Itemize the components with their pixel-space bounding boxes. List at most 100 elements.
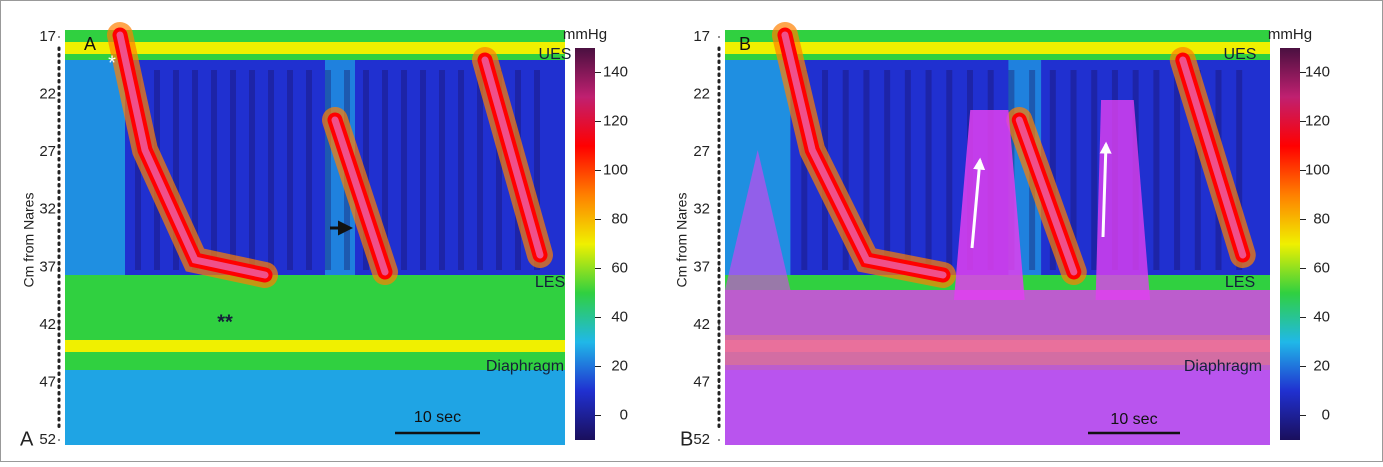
overlay [725, 290, 1270, 445]
heatmap [725, 22, 1270, 445]
heat-band [65, 275, 565, 350]
colorbar-tick-label: 20 [1313, 357, 1330, 374]
y-tick-label: 37 [39, 258, 56, 275]
y-tick-label: 47 [39, 373, 56, 390]
heat-stripe [268, 70, 274, 270]
heat-stripe [496, 70, 502, 270]
y-tick-label: 17 [39, 28, 56, 45]
heat-stripe [1070, 70, 1077, 270]
annotation: UES [539, 46, 572, 63]
colorbar-tick-label: 100 [603, 161, 628, 178]
y-tick-label: 22 [693, 86, 710, 103]
colorbar-tick-label: 140 [1305, 63, 1330, 80]
colorbar-tick-label: 100 [1305, 161, 1330, 178]
heat-stripe [534, 70, 540, 270]
heat-stripe [325, 70, 331, 270]
heatmap [65, 22, 565, 445]
colorbar-tick-label: 60 [611, 259, 628, 276]
heat-band [65, 42, 565, 56]
heat-band [65, 54, 565, 60]
heat-stripe [1236, 70, 1243, 270]
heat-band [725, 42, 1270, 56]
heat-stripe [306, 70, 312, 270]
heat-stripe [801, 70, 808, 270]
heat-stripe [477, 70, 483, 270]
heat-stripe [211, 70, 217, 270]
annotation: Diaphragm [486, 358, 564, 375]
bolus-core [1179, 56, 1247, 259]
arrow [970, 157, 986, 249]
y-axis-label: Cm from Nares [674, 193, 690, 288]
bolus-core [331, 116, 389, 276]
colorbar [575, 48, 595, 440]
y-tick-label: 32 [39, 201, 56, 218]
heat-stripe [135, 70, 141, 270]
heat-stripe [192, 70, 198, 270]
heat-stripe [401, 70, 407, 270]
y-tick-label: 47 [693, 373, 710, 390]
colorbar-tick-label: 120 [603, 112, 628, 129]
colorbar [1280, 48, 1300, 440]
heat-stripe [363, 70, 369, 270]
colorbar-tick-label: 0 [1322, 406, 1330, 423]
y-tick-label: 42 [693, 316, 710, 333]
bolus-core [116, 31, 269, 279]
colorbar-tick-label: 80 [1313, 210, 1330, 227]
bolus-core [781, 31, 947, 279]
heat-stripe [382, 70, 388, 270]
annotation: LES [535, 274, 565, 291]
heat-stripe [884, 70, 891, 270]
inner-label: B [739, 34, 751, 54]
y-tick-label: 42 [39, 316, 56, 333]
heat-stripe [249, 70, 255, 270]
colorbar-tick-label: 0 [620, 406, 628, 423]
inner-label: A [84, 34, 96, 54]
scale-bar-label: 10 sec [1110, 411, 1157, 428]
annotation: Diaphragm [1184, 358, 1262, 375]
y-tick-label: 22 [39, 86, 56, 103]
colorbar-tick-label: 140 [603, 63, 628, 80]
heat-stripe [1153, 70, 1160, 270]
colorbar-tick-label: 40 [611, 308, 628, 325]
y-tick-label: 52 [39, 431, 56, 448]
heat-stripe [1091, 70, 1098, 270]
heat-band [65, 340, 565, 352]
heat-stripe [287, 70, 293, 270]
colorbar-tick-label: 60 [1313, 259, 1330, 276]
colorbar-tick-label: 80 [611, 210, 628, 227]
heat-stripe [946, 70, 953, 270]
heat-stripe [420, 70, 426, 270]
colorbar-tick-label: 120 [1305, 112, 1330, 129]
heat-stripe [1174, 70, 1181, 270]
heat-stripe [439, 70, 445, 270]
heat-stripe [230, 70, 236, 270]
heat-band [65, 30, 565, 42]
arrow [1099, 141, 1112, 238]
colorbar-title: mmHg [563, 26, 607, 43]
heat-band [65, 352, 565, 370]
colorbar-tick-label: 20 [611, 357, 628, 374]
heat-band [725, 54, 1270, 60]
y-tick-label: 17 [693, 28, 710, 45]
y-axis-label: Cm from Nares [21, 193, 37, 288]
y-tick-label: 32 [693, 201, 710, 218]
bolus-core [481, 56, 544, 259]
annotation: UES [1224, 46, 1257, 63]
annotation: * [108, 52, 116, 74]
heat-stripe [1049, 70, 1056, 270]
heat-stripe [1194, 70, 1201, 270]
panel-label: A [20, 428, 34, 450]
heat-stripe [173, 70, 179, 270]
heat-stripe [863, 70, 870, 270]
heat-band [65, 370, 565, 445]
y-tick-label: 27 [39, 143, 56, 160]
colorbar-tick-label: 40 [1313, 308, 1330, 325]
overlay [725, 150, 791, 290]
panel-label: B [680, 428, 693, 450]
heat-stripe [458, 70, 464, 270]
y-tick-label: 52 [693, 431, 710, 448]
colorbar-title: mmHg [1268, 26, 1312, 43]
scale-bar-label: 10 sec [414, 409, 461, 426]
overlay [725, 335, 1270, 365]
